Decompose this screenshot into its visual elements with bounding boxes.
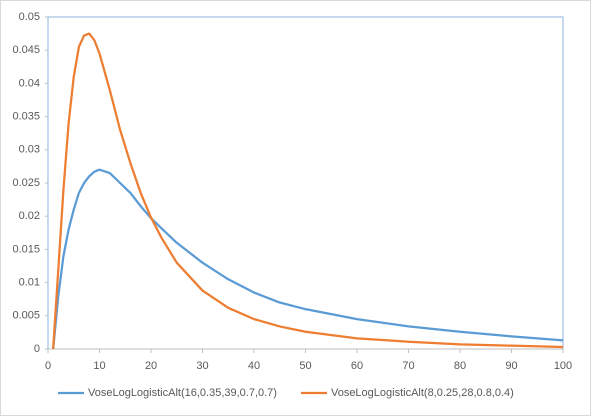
x-tick-label: 30 — [196, 360, 208, 372]
y-tick-label: 0.045 — [12, 44, 40, 56]
x-tick-label: 90 — [505, 360, 517, 372]
y-tick-label: 0.025 — [12, 177, 40, 189]
y-tick-label: 0.015 — [12, 243, 40, 255]
series-line — [52, 168, 564, 350]
x-tick-label: 40 — [248, 360, 260, 372]
x-tick-label: 70 — [402, 360, 414, 372]
series-line — [52, 32, 564, 350]
y-tick-label: 0.005 — [12, 310, 40, 322]
x-tick-label: 50 — [299, 360, 311, 372]
y-tick-label: 0.01 — [19, 277, 40, 289]
x-tick-label: 0 — [45, 360, 51, 372]
legend-label: VoseLogLogisticAlt(8,0.25,28,0.8,0.4) — [331, 387, 514, 399]
y-tick-label: 0 — [34, 343, 40, 355]
y-tick-label: 0.04 — [19, 77, 40, 89]
x-tick-label: 10 — [93, 360, 105, 372]
x-tick-label: 80 — [454, 360, 466, 372]
y-tick-label: 0.03 — [19, 144, 40, 156]
x-tick-label: 60 — [351, 360, 363, 372]
x-tick-label: 100 — [554, 360, 572, 372]
x-tick-label: 20 — [145, 360, 157, 372]
legend-label: VoseLogLogisticAlt(16,0.35,39,0.7,0.7) — [88, 387, 277, 399]
y-tick-label: 0.05 — [19, 11, 40, 23]
y-tick-label: 0.02 — [19, 210, 40, 222]
y-tick-label: 0.035 — [12, 111, 40, 123]
